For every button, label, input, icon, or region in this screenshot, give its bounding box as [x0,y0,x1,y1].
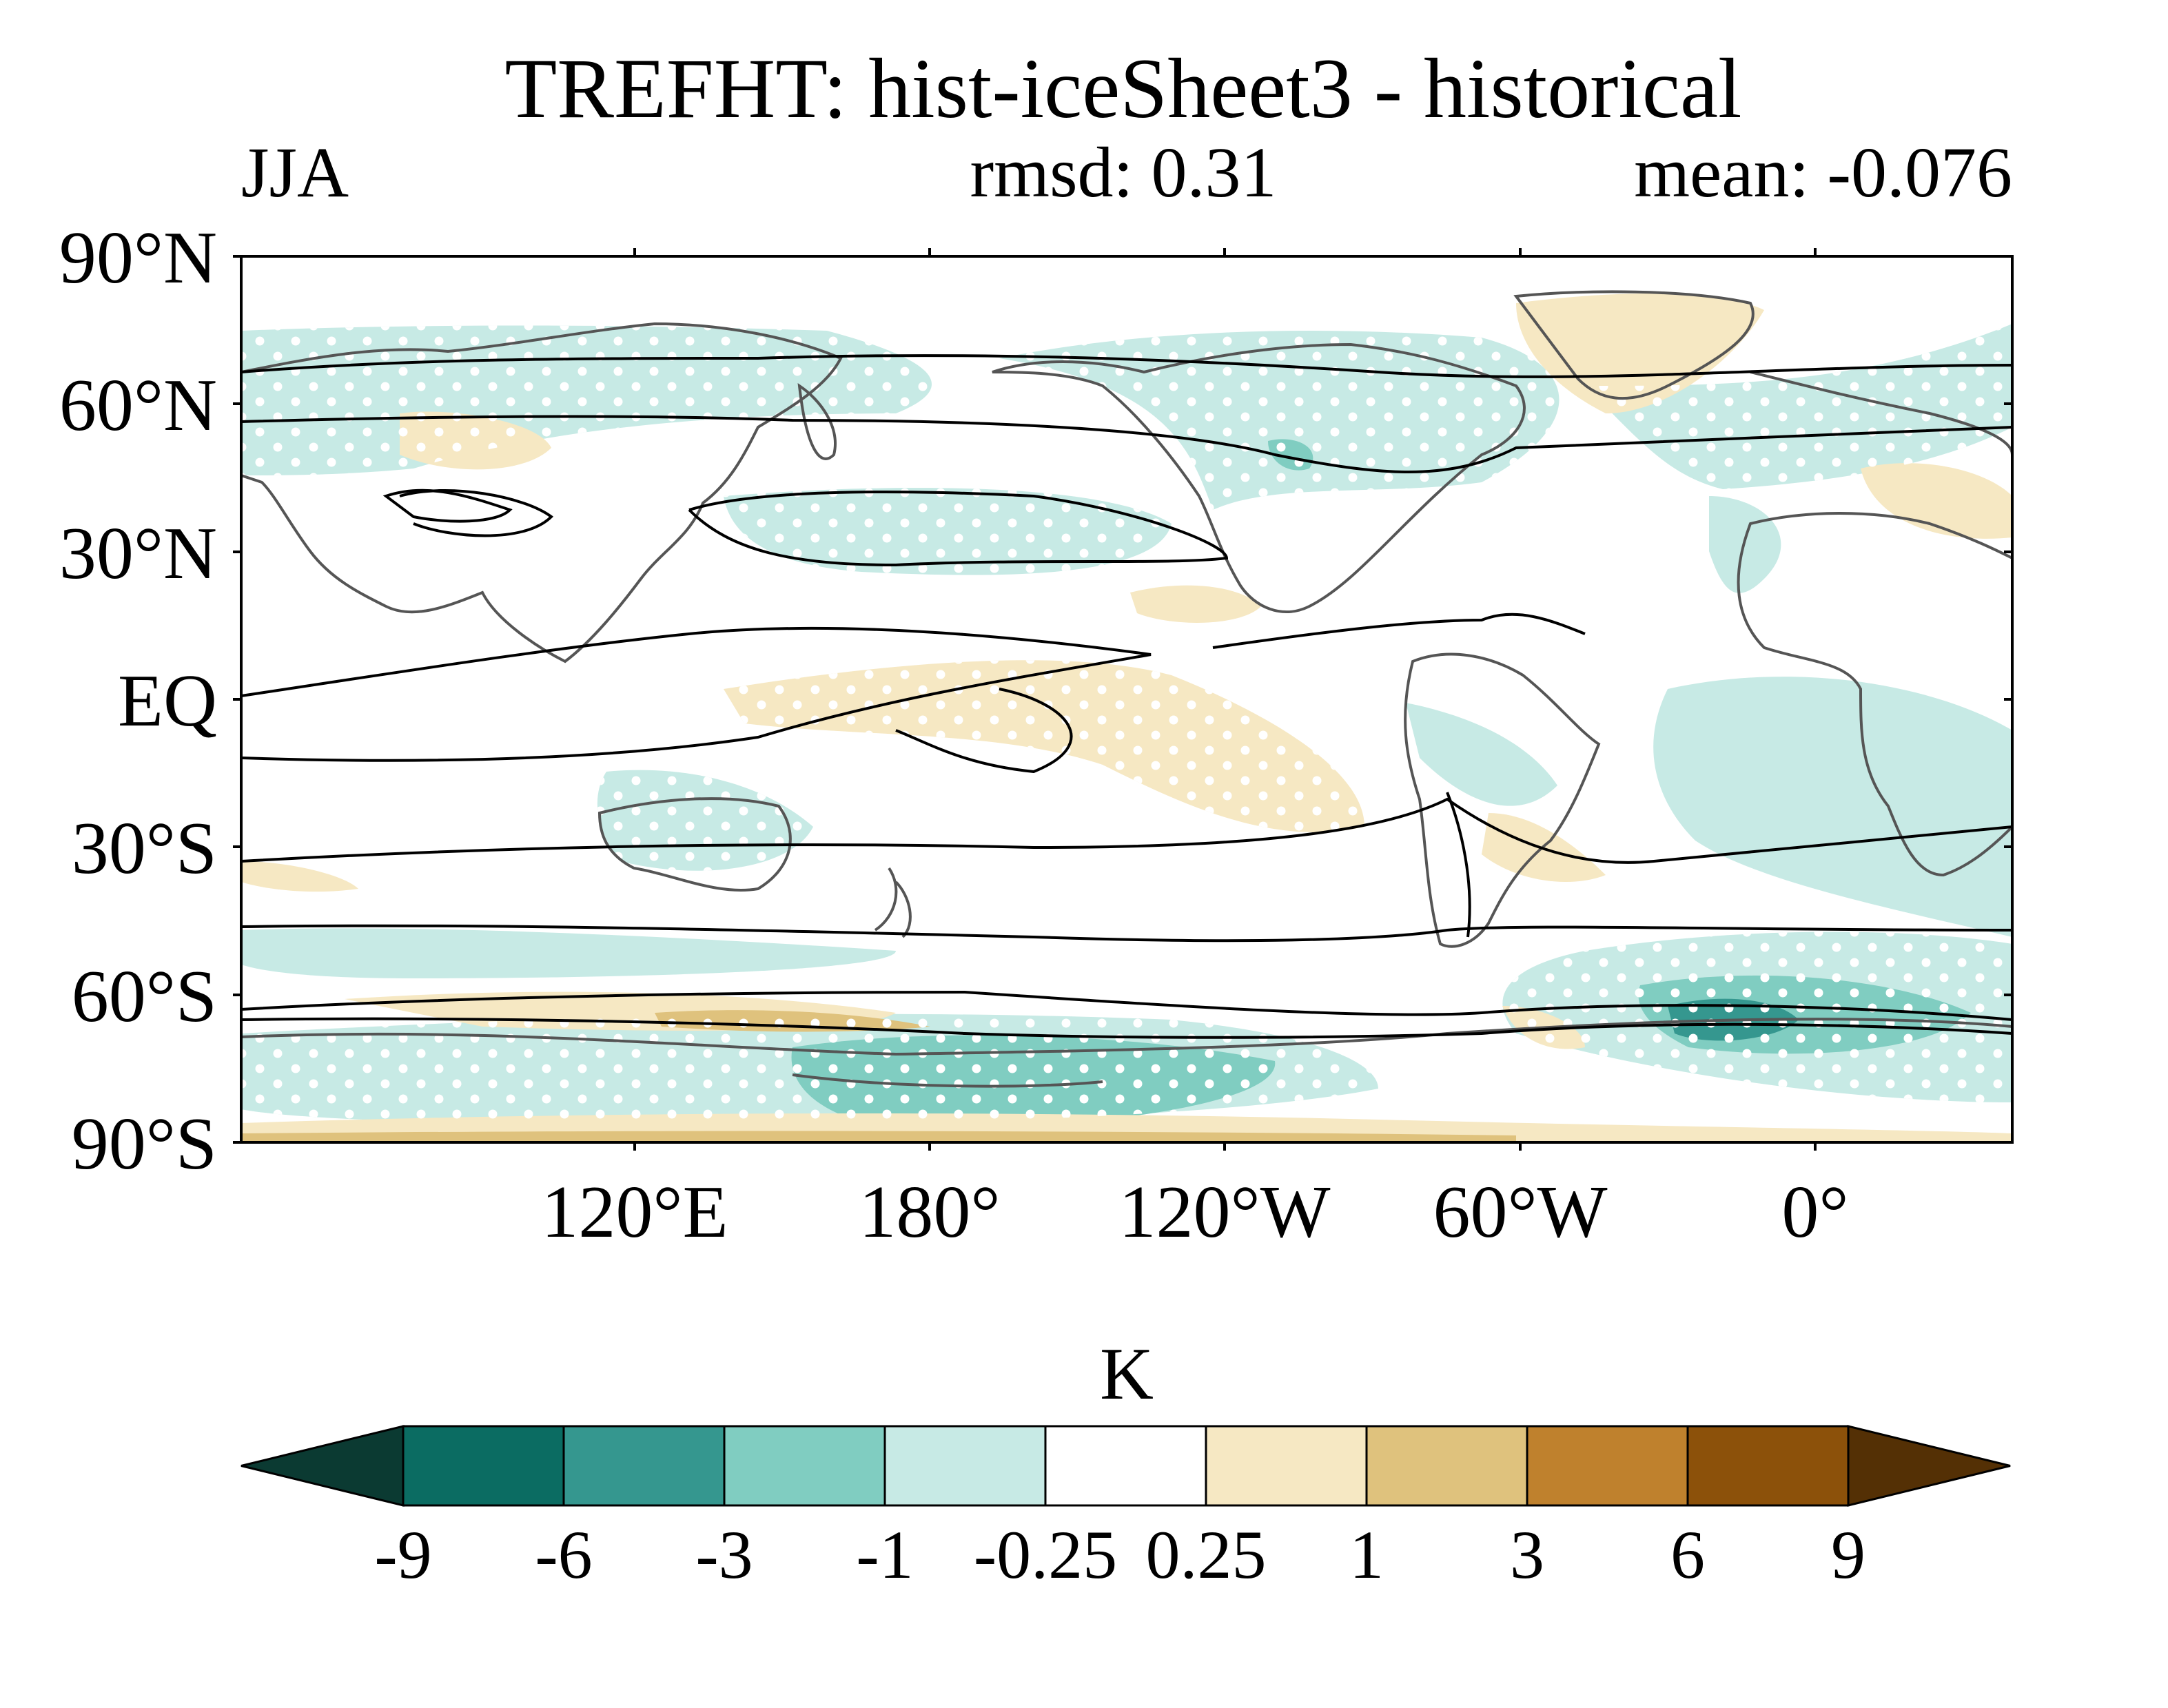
colorbar-box [1526,1425,1689,1507]
colorbar-tick-label: 0.25 [1146,1516,1267,1593]
lon-labels: 120°E 180° 120°W 60°W 0° [541,1171,1848,1253]
lat-label-60n: 60°N [59,364,217,446]
colorbar-tick-label: 1 [1349,1516,1384,1593]
season-label: JJA [241,133,349,212]
colorbar-tick-label: -6 [535,1516,592,1593]
axis-ticks [233,248,2012,1151]
colorbar-box [723,1425,886,1507]
plot-title: TREFHT: hist-iceSheet3 - historical [505,41,1742,136]
colorbar-tick-label: -3 [695,1516,753,1593]
lon-label-180: 180° [859,1171,1000,1253]
coastlines [241,290,2012,1088]
colorbar-box [1365,1425,1528,1507]
lat-label-90n: 90°N [59,217,217,299]
map-panel [241,256,2012,1142]
lat-label-90s: 90°S [72,1103,217,1185]
colorbar-arrow-low [241,1425,405,1507]
lon-label-0: 0° [1781,1171,1848,1253]
colorbar-box [1044,1425,1207,1507]
colorbar-tick-label: 9 [1831,1516,1865,1593]
colorbar: K -9 -6 -3 -1 -0.25 0.25 1 3 6 9 [241,1333,2011,1593]
colorbar-arrow-high [1847,1425,2011,1507]
lat-label-30n: 30°N [59,513,217,595]
colorbar-unit: K [1100,1333,1154,1415]
colorbar-tick-label: -0.25 [974,1516,1117,1593]
lat-label-eq: EQ [118,660,217,742]
colorbar-box [883,1425,1047,1507]
colorbar-tick-label: -9 [374,1516,431,1593]
lon-label-120e: 120°E [541,1171,728,1253]
colorbar-box [562,1425,726,1507]
colorbar-tick-label: 3 [1510,1516,1544,1593]
lat-label-30s: 30°S [72,807,217,889]
colorbar-tick-labels: -9 -6 -3 -1 -0.25 0.25 1 3 6 9 [374,1516,1865,1593]
colorbar-box [1686,1425,1850,1507]
colorbar-box [1205,1425,1368,1507]
lon-label-60w: 60°W [1433,1171,1607,1253]
colorbar-boxes [241,1425,2011,1507]
lon-label-120w: 120°W [1118,1171,1330,1253]
rmsd-label: rmsd: 0.31 [970,133,1277,212]
lat-label-60s: 60°S [72,956,217,1038]
colorbar-tick-label: 6 [1670,1516,1705,1593]
colorbar-box [402,1425,565,1507]
mean-label: mean: -0.076 [1634,133,2012,212]
climatology-contours [241,354,2012,1039]
colorbar-tick-label: -1 [856,1516,913,1593]
lat-labels: 90°N 60°N 30°N EQ 30°S 60°S 90°S [59,217,217,1185]
